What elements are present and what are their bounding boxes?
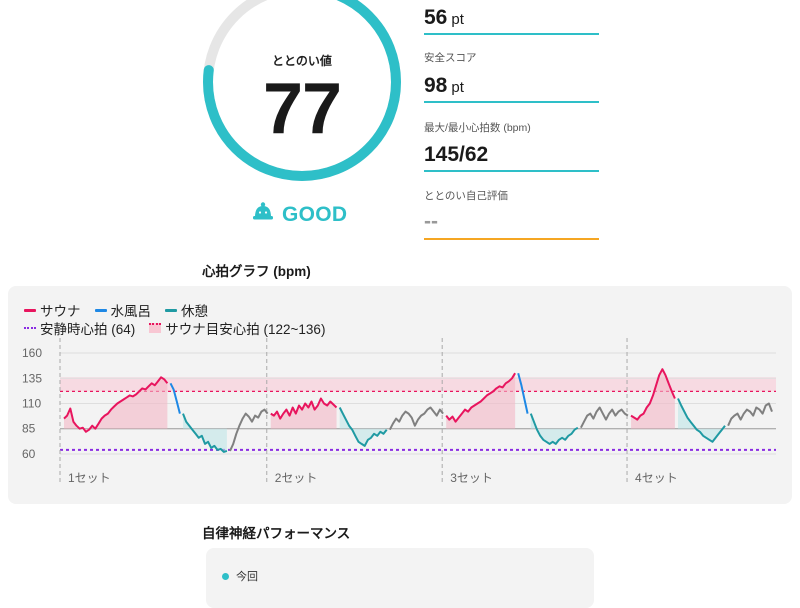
score-label: ととのい値 <box>272 54 332 68</box>
set-label: 4セット <box>635 471 678 485</box>
metric-score: 56 pt <box>424 6 464 30</box>
perf-card: 今回 <box>206 548 594 608</box>
set-label: 2セット <box>275 471 318 485</box>
legend-swatch <box>165 308 177 312</box>
rest-area <box>678 398 726 442</box>
metric-label-heartrate: 最大/最小心拍数 (bpm) <box>424 122 531 134</box>
metric-value: 145/62 <box>424 143 489 166</box>
sauna-hat-icon <box>252 201 274 230</box>
legend-label: 水風呂 <box>110 304 152 319</box>
rating-badge: GOOD <box>252 199 347 231</box>
set-label: 1セット <box>68 471 111 485</box>
metric-self-eval[interactable]: -- <box>424 210 438 234</box>
metric-unit: pt <box>451 11 464 28</box>
score-ring-progress <box>203 0 401 181</box>
metric-value: 98 <box>424 74 448 97</box>
rest-area <box>339 407 387 446</box>
legend-resting-hr: 安静時心拍 (64) <box>24 318 135 338</box>
legend-swatch <box>24 308 36 312</box>
metric-divider <box>424 101 599 103</box>
sauna-area <box>446 373 516 429</box>
y-tick-label: 85 <box>22 422 36 436</box>
heart-graph-card: サウナ 水風呂 休憩 安静時心拍 (64) サウナ目安心拍 (122~136) … <box>8 286 792 504</box>
rating-text: GOOD <box>282 203 348 226</box>
heart-rate-chart: 160 135 110 85 60 1セット 2セット 3セット 4セット <box>22 338 776 485</box>
legend-dot <box>222 572 229 580</box>
series-rest <box>677 398 726 443</box>
legend-rest: 休憩 <box>165 300 208 320</box>
series-sauna <box>445 372 516 423</box>
score-ring: ととのい値 77 <box>200 0 404 184</box>
legend-cold-bath: 水風呂 <box>94 300 152 320</box>
legend-swatch <box>24 327 36 329</box>
metric-divider <box>424 33 599 35</box>
legend-sauna: サウナ <box>24 300 81 320</box>
metric-safety: 98 pt <box>424 74 464 98</box>
series-other <box>388 406 444 431</box>
rest-area <box>183 413 227 452</box>
legend-row-2: 安静時心拍 (64) サウナ目安心拍 (122~136) <box>24 318 339 338</box>
series-other <box>727 402 773 427</box>
y-tick-label: 135 <box>22 371 42 385</box>
series-sauna <box>63 376 169 433</box>
perf-legend-label: 今回 <box>236 571 258 583</box>
metric-label-self-eval: ととのい自己評価 <box>424 190 508 202</box>
series-rest <box>338 407 388 447</box>
target-band <box>60 377 776 392</box>
legend-row-1: サウナ 水風呂 休憩 <box>24 300 222 320</box>
y-tick-label: 160 <box>22 346 42 360</box>
sauna-area <box>270 398 337 429</box>
metric-value: -- <box>424 210 438 233</box>
metric-unit: pt <box>451 79 464 96</box>
y-tick-label: 60 <box>22 447 36 461</box>
series-other <box>229 408 269 452</box>
legend-label: 安静時心拍 (64) <box>40 322 136 337</box>
perf-title: 自律神経パフォーマンス <box>202 526 351 541</box>
metric-value: 56 <box>424 6 448 29</box>
series-rest <box>182 413 228 453</box>
series-cold-bath <box>517 372 529 414</box>
score-value: 77 <box>262 69 342 149</box>
set-label: 3セット <box>450 471 493 485</box>
series-sauna <box>630 368 676 421</box>
legend-label: サウナ <box>40 304 81 319</box>
legend-label: サウナ目安心拍 (122~136) <box>165 322 326 337</box>
series-rest <box>529 413 579 445</box>
sauna-area <box>64 377 168 432</box>
y-tick-label: 110 <box>22 397 41 411</box>
sauna-area <box>631 369 675 429</box>
legend-sauna-target: サウナ目安心拍 (122~136) <box>149 318 325 338</box>
legend-label: 休憩 <box>181 304 208 319</box>
series-cold-bath <box>169 382 181 414</box>
score-ring-graphic <box>203 0 401 181</box>
series-sauna <box>270 397 338 420</box>
rest-area <box>530 413 578 444</box>
legend-swatch <box>149 323 162 333</box>
metric-divider-active <box>424 238 599 240</box>
legend-swatch <box>94 308 107 312</box>
metric-divider <box>424 170 599 172</box>
perf-legend: 今回 <box>222 568 258 584</box>
series-other <box>580 406 629 429</box>
metric-label-safety: 安全スコア <box>424 52 477 64</box>
heart-graph-title: 心拍グラフ (bpm) <box>202 264 311 279</box>
metric-heartrate: 145/62 <box>424 143 488 167</box>
